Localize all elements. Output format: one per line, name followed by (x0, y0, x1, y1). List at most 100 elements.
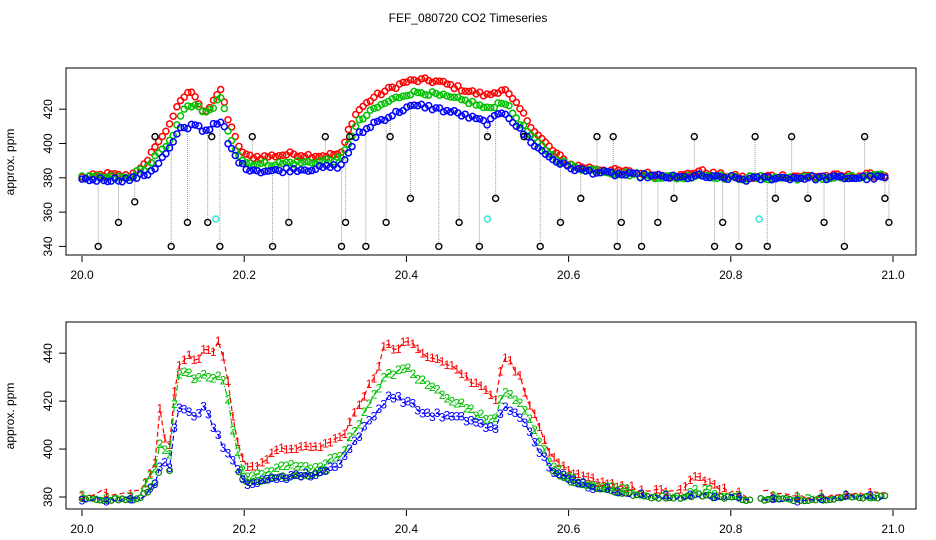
point-red (315, 152, 323, 161)
point-circle (144, 488, 152, 496)
series-marker-1: 1 (191, 353, 198, 367)
point-green (362, 111, 371, 120)
point-blue (220, 122, 229, 131)
series-marker-1: 1 (721, 481, 728, 495)
x-tick-label: 20.4 (395, 522, 419, 536)
point-spike (285, 218, 293, 227)
point-green (862, 171, 871, 180)
series-marker-3: 3 (278, 471, 285, 485)
series-marker-2: 2 (818, 490, 825, 504)
point-spike (131, 198, 139, 206)
series-marker-2: 2 (195, 371, 202, 385)
point-blue (629, 169, 637, 177)
point-blue (611, 171, 619, 180)
point-circle (272, 474, 279, 482)
series-marker-2: 2 (220, 374, 227, 388)
series-marker-1: 1 (556, 456, 563, 470)
series-marker-3: 3 (152, 477, 159, 491)
point-green (508, 109, 517, 118)
point-green (136, 165, 145, 173)
point-red (508, 94, 517, 103)
point-green (297, 158, 305, 167)
point-blue (786, 175, 794, 184)
series-marker-2: 2 (414, 372, 421, 386)
point-green (162, 142, 170, 151)
x-tick-label: 21.0 (881, 268, 905, 282)
series-marker-1: 1 (264, 453, 271, 467)
point-green (545, 150, 553, 158)
series-marker-1: 1 (341, 427, 348, 441)
series-marker-2: 2 (502, 386, 509, 400)
point-blue (81, 174, 90, 183)
series-marker-2: 2 (390, 368, 397, 382)
series-marker-1: 1 (322, 436, 329, 450)
point-red (465, 87, 473, 96)
point-blue (184, 124, 192, 133)
series-marker-2: 2 (517, 396, 524, 410)
point-green (355, 115, 364, 124)
series-marker-3: 3 (288, 468, 295, 482)
series-marker-3: 3 (268, 471, 275, 485)
point-blue (793, 174, 802, 182)
series-marker-1: 1 (302, 439, 309, 453)
point-blue (348, 142, 356, 151)
point-green (187, 103, 196, 111)
point-red (158, 132, 167, 141)
point-spike (248, 132, 257, 141)
point-green (224, 127, 232, 135)
series-marker-1: 1 (687, 473, 694, 487)
series-marker-3: 3 (492, 422, 499, 436)
point-red (486, 90, 495, 99)
point-green (497, 99, 506, 108)
point-blue (508, 118, 517, 127)
point-spike (321, 132, 329, 141)
point-spike (345, 132, 354, 141)
series-marker-3: 3 (157, 460, 164, 474)
point-blue (512, 122, 521, 130)
point-green (147, 159, 156, 167)
series-marker-1: 1 (560, 459, 567, 473)
series-marker-2: 2 (356, 418, 363, 432)
series-marker-2: 2 (346, 430, 353, 444)
series-marker-3: 3 (249, 477, 256, 491)
series-marker-3: 3 (366, 413, 373, 427)
point-green (330, 158, 338, 166)
series-marker-3: 3 (638, 487, 645, 501)
point-spike (751, 132, 759, 141)
point-cyan (755, 215, 763, 223)
point-blue (297, 166, 305, 174)
point-green (395, 93, 404, 102)
series-marker-3: 3 (390, 392, 397, 406)
point-green (490, 103, 499, 112)
series-marker-3: 3 (517, 411, 524, 425)
point-blue (169, 138, 177, 146)
point-spike (216, 242, 224, 251)
series-marker-2: 2 (400, 362, 407, 376)
point-spike (885, 218, 893, 227)
point-green (786, 173, 794, 181)
y-tick-label: 420 (41, 391, 55, 411)
point-blue (662, 173, 670, 182)
point-blue (410, 101, 418, 109)
series-marker-2: 2 (521, 404, 528, 418)
point-circle (699, 492, 706, 500)
series-line-1 (81, 339, 885, 501)
point-red (370, 93, 378, 101)
point-green (399, 92, 407, 100)
point-red (311, 152, 320, 161)
series-marker-1: 1 (770, 488, 777, 502)
point-blue (293, 167, 302, 176)
series-marker-1: 1 (147, 467, 154, 481)
point-blue (246, 167, 254, 175)
series-marker-2: 2 (254, 467, 261, 481)
point-blue (472, 114, 480, 123)
x-tick-label: 21.0 (881, 522, 905, 536)
point-green (300, 157, 309, 166)
series-marker-1: 1 (444, 358, 451, 372)
point-blue (768, 175, 776, 184)
point-blue (457, 112, 466, 120)
series-marker-3: 3 (302, 466, 309, 480)
point-blue (366, 123, 375, 132)
point-blue (122, 174, 130, 183)
series-marker-1: 1 (307, 440, 314, 454)
